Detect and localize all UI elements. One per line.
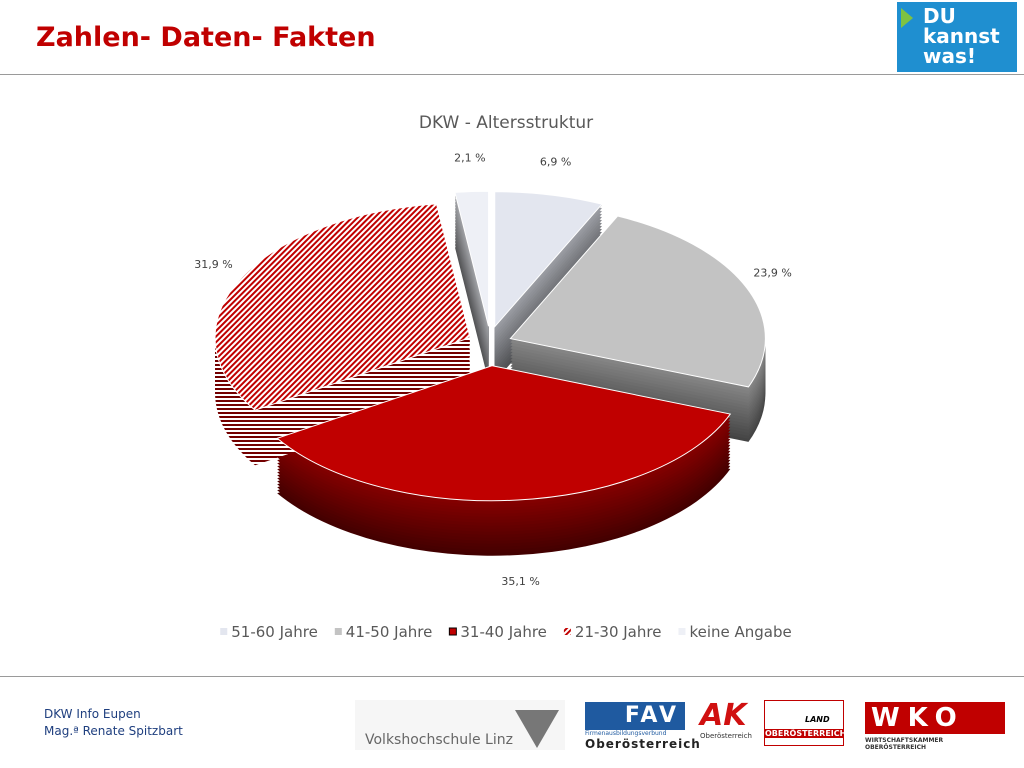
logo-text: WIRTSCHAFTSKAMMER OBERÖSTERREICH — [865, 737, 944, 751]
data-label: 23,9 % — [753, 267, 791, 280]
pie-slice — [509, 215, 766, 388]
footer-text: DKW Info Eupen Mag.ª Renate Spitzbart — [44, 706, 183, 740]
pie-slice — [494, 191, 603, 328]
pie-slice — [454, 190, 490, 327]
pie-slice — [214, 203, 471, 411]
logo-text: kannst — [923, 24, 1000, 48]
logo-text: OBERÖSTERREICH — [765, 729, 847, 738]
rule — [0, 676, 1024, 677]
data-label: 31,9 % — [194, 258, 232, 271]
data-label: 35,1 % — [501, 575, 539, 588]
logo-land: LAND OBERÖSTERREICH — [764, 700, 847, 746]
footer-line: Mag.ª Renate Spitzbart — [44, 724, 183, 738]
chart: DKW - Altersstruktur 6,9 % 23,9 % 35,1 % 31… — [194, 113, 792, 641]
legend-label: 31-40 Jahre — [460, 623, 547, 641]
legend-swatch — [563, 628, 571, 635]
legend-label: 51-60 Jahre — [231, 623, 318, 641]
logo-wko: WKO WIRTSCHAFTSKAMMER OBERÖSTERREICH — [865, 702, 1005, 751]
legend-swatch — [220, 628, 228, 635]
pie-slice — [276, 365, 732, 502]
logo-vhs: Volkshochschule Linz — [355, 700, 565, 750]
legend-swatch — [334, 628, 342, 635]
legend-swatch — [678, 628, 686, 635]
logo-text: Volkshochschule Linz — [365, 732, 513, 748]
data-label: 2,1 % — [454, 152, 485, 165]
chart-title: DKW - Altersstruktur — [419, 113, 593, 133]
legend-label: 21-30 Jahre — [575, 623, 662, 641]
logo-fav: FAV Firmenausbildungsverbund Oberösterre… — [585, 702, 700, 751]
legend: 51-60 Jahre 41-50 Jahre 31-40 Jahre 21-30 J… — [220, 623, 792, 641]
logo-text: AK — [700, 698, 747, 733]
logo-text: DU — [923, 4, 956, 28]
logo-text: FAV — [585, 702, 685, 730]
legend-label: 41-50 Jahre — [346, 623, 433, 641]
logo-text: was! — [923, 44, 976, 68]
legend-swatch — [448, 627, 457, 636]
logo-text: LAND — [805, 715, 830, 724]
logo-ak: AK Oberösterreich — [700, 700, 756, 750]
legend-label: keine Angabe — [689, 623, 791, 641]
footer-line: DKW Info Eupen — [44, 707, 141, 721]
logo: DU kannst was! — [897, 2, 1017, 72]
logo-text: Firmenausbildungsverbund — [585, 730, 667, 737]
logo-text: Oberösterreich — [700, 732, 752, 740]
logo-text: Oberösterreich — [585, 737, 701, 751]
data-label: 6,9 % — [540, 156, 571, 169]
rule — [0, 74, 1024, 75]
logo-text: WKO — [865, 702, 1005, 734]
slide-title: Zahlen- Daten- Fakten — [36, 22, 376, 53]
